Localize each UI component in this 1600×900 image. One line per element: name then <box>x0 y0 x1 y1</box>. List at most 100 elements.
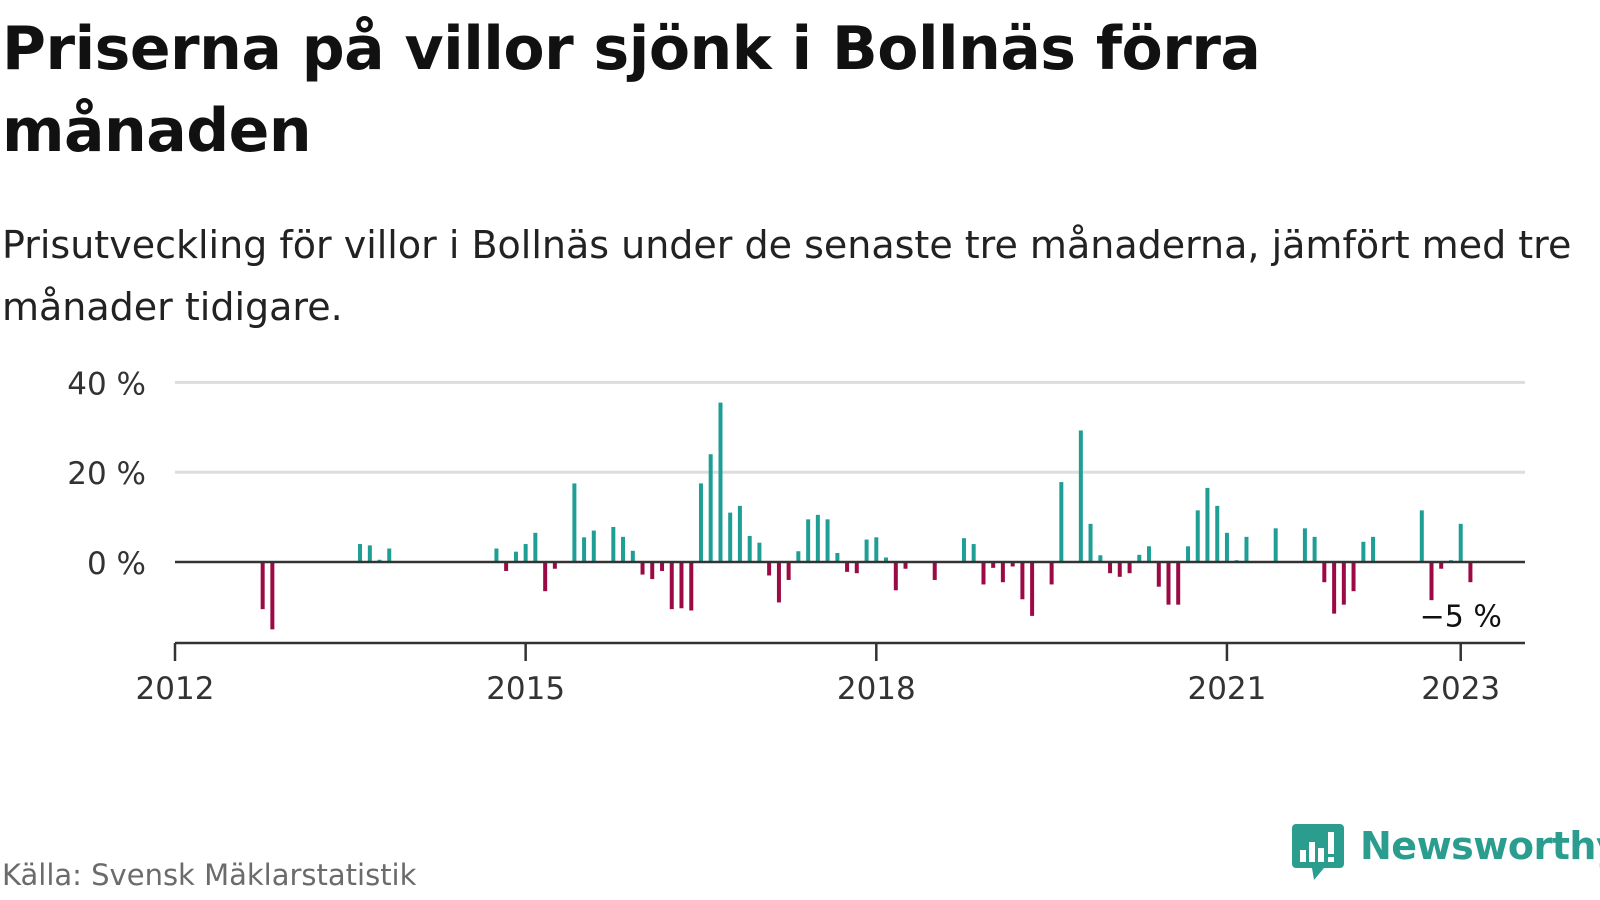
bar <box>1351 562 1356 592</box>
bar <box>1273 528 1278 562</box>
source-note: Källa: Svensk Mäklarstatistik <box>2 858 417 892</box>
bar <box>932 562 937 580</box>
bar <box>387 548 392 562</box>
bar <box>1030 562 1035 616</box>
bar <box>1088 523 1093 562</box>
bar <box>1146 546 1151 562</box>
bar <box>1078 430 1083 562</box>
bar <box>621 536 626 562</box>
bar <box>1127 562 1132 574</box>
bar <box>367 545 372 562</box>
x-tick-label: 2021 <box>1187 671 1266 707</box>
bar <box>669 562 674 610</box>
bar <box>1176 562 1181 605</box>
bar <box>893 562 898 591</box>
bar <box>513 551 518 562</box>
grid-lines: 40 % 20 % 0 % <box>67 366 1525 582</box>
bar <box>1371 536 1376 562</box>
bar <box>543 562 548 592</box>
bar <box>786 562 791 580</box>
bar <box>1468 562 1473 583</box>
bar <box>679 562 684 609</box>
bar <box>1361 541 1366 562</box>
bar <box>825 519 830 562</box>
bar <box>874 537 879 562</box>
bar <box>689 562 694 611</box>
brand-logo: Newsworthy <box>1290 822 1600 886</box>
bar <box>961 538 966 562</box>
bar <box>1341 562 1346 605</box>
bar <box>1244 536 1249 562</box>
bar <box>523 544 528 562</box>
bar <box>698 483 703 562</box>
bar <box>1020 562 1025 600</box>
y-tick-label: 40 % <box>67 366 146 402</box>
bar-chart: 40 % 20 % 0 % 2012 2015 2018 2021 2023 −5 % <box>67 366 1525 707</box>
newsworthy-logo-icon <box>1292 824 1344 880</box>
bar <box>708 454 713 562</box>
bar <box>552 562 557 569</box>
last-value-annotation: −5 % <box>1420 599 1502 634</box>
bar <box>591 530 596 562</box>
bar <box>747 535 752 562</box>
bar <box>845 562 850 572</box>
bar <box>1332 562 1337 614</box>
bar <box>640 562 645 575</box>
bar <box>737 505 742 562</box>
bar <box>270 562 275 630</box>
bar <box>796 551 801 562</box>
bar <box>757 542 762 562</box>
bar <box>1205 487 1210 562</box>
bar <box>806 519 811 562</box>
bar <box>1010 562 1015 567</box>
chart-subtitle: Prisutveckling för villor i Bollnäs unde… <box>2 223 1572 329</box>
bar <box>260 562 265 610</box>
bar <box>1166 562 1171 605</box>
x-tick-label: 2018 <box>837 671 916 707</box>
bar <box>1429 562 1434 601</box>
bar <box>884 557 888 562</box>
bar <box>1059 482 1064 562</box>
bar <box>767 562 772 576</box>
bar <box>1117 562 1122 577</box>
bar <box>718 402 723 562</box>
bar <box>1419 510 1424 562</box>
bar <box>533 532 538 562</box>
bar <box>864 539 869 562</box>
bar <box>1458 523 1463 562</box>
bar <box>728 512 733 562</box>
bar <box>991 562 996 568</box>
bar-series <box>260 402 1473 630</box>
x-tick-label: 2012 <box>136 671 215 707</box>
bar <box>815 514 820 562</box>
bar <box>1224 532 1229 562</box>
x-tick-label: 2023 <box>1421 671 1500 707</box>
bar <box>1000 562 1005 583</box>
y-tick-label: 20 % <box>67 456 146 492</box>
chart-title: Priserna på villor sjönk i Bollnäs förra… <box>2 14 1261 166</box>
bar <box>504 562 509 571</box>
bar <box>1195 510 1200 562</box>
brand-name: Newsworthy <box>1360 824 1600 868</box>
bar <box>981 562 986 585</box>
bar <box>1302 528 1307 562</box>
bar <box>1312 536 1317 562</box>
axes: 2012 2015 2018 2021 2023 <box>136 560 1525 707</box>
bar <box>903 562 908 569</box>
bar <box>1108 562 1113 574</box>
bar <box>611 526 616 562</box>
bar <box>494 548 499 562</box>
bar <box>835 553 840 562</box>
x-tick-label: 2015 <box>486 671 565 707</box>
bar <box>1186 546 1191 562</box>
bar <box>630 550 635 562</box>
bar <box>1156 562 1161 587</box>
bar <box>660 562 665 571</box>
bar <box>1439 562 1444 569</box>
bar <box>1322 562 1327 583</box>
bar <box>971 544 976 562</box>
bar <box>776 562 781 603</box>
bar <box>1098 555 1103 562</box>
bar <box>572 483 577 562</box>
bar <box>582 537 587 562</box>
